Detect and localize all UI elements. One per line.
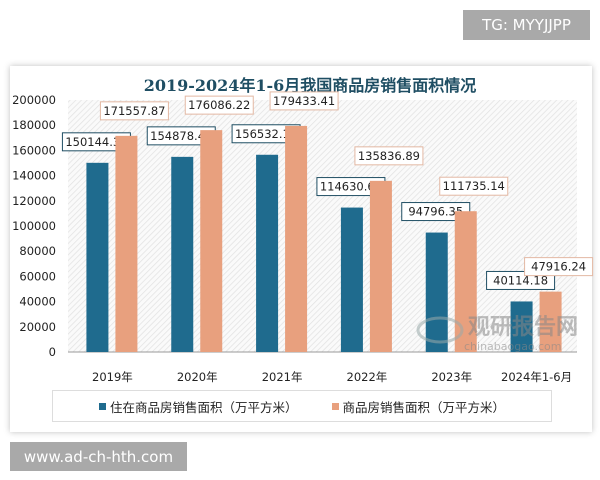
y-tick-label: 200000 <box>12 93 56 107</box>
y-tick-label: 160000 <box>12 143 56 157</box>
data-label: 156532.17 <box>231 124 301 144</box>
svg-text:171557.87: 171557.87 <box>103 104 165 118</box>
svg-text:179433.41: 179433.41 <box>273 94 335 108</box>
x-tick-label: 2023年 <box>431 370 472 384</box>
x-tick-label: 2020年 <box>177 370 218 384</box>
y-tick-label: 20000 <box>19 320 56 334</box>
data-label: 171557.87 <box>99 101 169 121</box>
x-tick-label: 2022年 <box>347 370 388 384</box>
svg-text:观研报告网: 观研报告网 <box>468 315 578 340</box>
bar <box>115 135 138 352</box>
y-tick-label: 60000 <box>19 269 56 283</box>
svg-text:47916.24: 47916.24 <box>531 260 586 274</box>
data-label: 176086.22 <box>184 95 254 115</box>
bar <box>256 154 279 352</box>
legend-swatch <box>98 402 106 410</box>
svg-text:135836.89: 135836.89 <box>358 149 420 163</box>
svg-text:40114.18: 40114.18 <box>493 273 548 287</box>
watermark-bottom: www.ad-ch-hth.com <box>10 442 187 471</box>
bar <box>425 232 448 352</box>
data-label: 154878.47 <box>146 126 216 146</box>
legend-item-commercial: 商品房销售面积（万平方米） <box>331 397 506 416</box>
data-label: 150144.32 <box>61 132 131 152</box>
bar <box>285 125 308 352</box>
bar <box>539 291 562 352</box>
logo-watermark: 观研报告网 chinabaogao.com <box>416 315 578 353</box>
data-label: 111735.14 <box>439 176 509 196</box>
svg-text:94796.35: 94796.35 <box>408 205 463 219</box>
x-tick-label: 2021年 <box>262 370 303 384</box>
svg-text:111735.14: 111735.14 <box>443 179 505 193</box>
bar <box>86 162 109 352</box>
legend-swatch <box>331 402 339 410</box>
legend-label: 商品房销售面积（万平方米） <box>342 399 506 415</box>
chart-title: 2019-2024年1-6月我国商品房销售面积情况 <box>144 76 477 95</box>
y-tick-label: 40000 <box>19 295 56 309</box>
bar <box>454 211 477 352</box>
y-tick-label: 0 <box>49 345 56 359</box>
y-tick-label: 140000 <box>12 169 56 183</box>
x-tick-label: 2019年 <box>92 370 133 384</box>
y-tick-label: 80000 <box>19 244 56 258</box>
data-label: 135836.89 <box>354 146 424 166</box>
legend-item-residential: 住在商品房销售面积（万平方米） <box>98 397 298 416</box>
bar <box>340 207 363 352</box>
data-label: 114630.65 <box>316 177 386 197</box>
legend: 住在商品房销售面积（万平方米） 商品房销售面积（万平方米） <box>52 390 552 422</box>
bar <box>200 130 223 352</box>
bar <box>510 301 533 352</box>
svg-text:154878.47: 154878.47 <box>150 129 212 143</box>
y-tick-label: 120000 <box>12 194 56 208</box>
data-label: 47916.24 <box>524 257 594 277</box>
watermark-top: TG: MYYJJPP <box>463 10 590 40</box>
data-label: 94796.35 <box>401 202 471 222</box>
data-label: 179433.41 <box>269 91 339 111</box>
x-tick-label: 2024年1-6月 <box>501 370 572 384</box>
svg-text:chinabaogao.com: chinabaogao.com <box>464 340 562 353</box>
svg-text:114630.65: 114630.65 <box>320 180 382 194</box>
legend-label: 住在商品房销售面积（万平方米） <box>109 399 298 415</box>
bar <box>171 156 194 352</box>
svg-text:150144.32: 150144.32 <box>65 135 127 149</box>
bar <box>369 180 392 352</box>
y-tick-label: 180000 <box>12 118 56 132</box>
svg-text:176086.22: 176086.22 <box>188 98 250 112</box>
svg-text:156532.17: 156532.17 <box>235 127 297 141</box>
y-tick-label: 100000 <box>12 219 56 233</box>
